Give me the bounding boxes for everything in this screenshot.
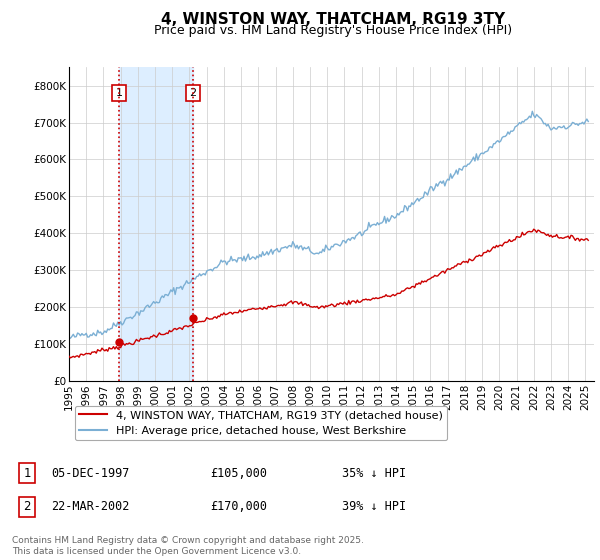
Text: 2: 2 [23,500,31,514]
Text: 2: 2 [190,88,197,98]
Text: Contains HM Land Registry data © Crown copyright and database right 2025.
This d: Contains HM Land Registry data © Crown c… [12,536,364,556]
Text: 1: 1 [116,88,123,98]
Text: 35% ↓ HPI: 35% ↓ HPI [342,466,406,480]
Text: 4, WINSTON WAY, THATCHAM, RG19 3TY: 4, WINSTON WAY, THATCHAM, RG19 3TY [161,12,505,27]
Text: 39% ↓ HPI: 39% ↓ HPI [342,500,406,514]
Bar [119,67,193,381]
Text: 22-MAR-2002: 22-MAR-2002 [51,500,130,514]
Text: £170,000: £170,000 [210,500,267,514]
Text: Price paid vs. HM Land Registry's House Price Index (HPI): Price paid vs. HM Land Registry's House … [154,24,512,38]
Text: 1: 1 [23,466,31,480]
Text: 05-DEC-1997: 05-DEC-1997 [51,466,130,480]
Text: £105,000: £105,000 [210,466,267,480]
Legend: 4, WINSTON WAY, THATCHAM, RG19 3TY (detached house), HPI: Average price, detache: 4, WINSTON WAY, THATCHAM, RG19 3TY (deta… [74,405,447,440]
